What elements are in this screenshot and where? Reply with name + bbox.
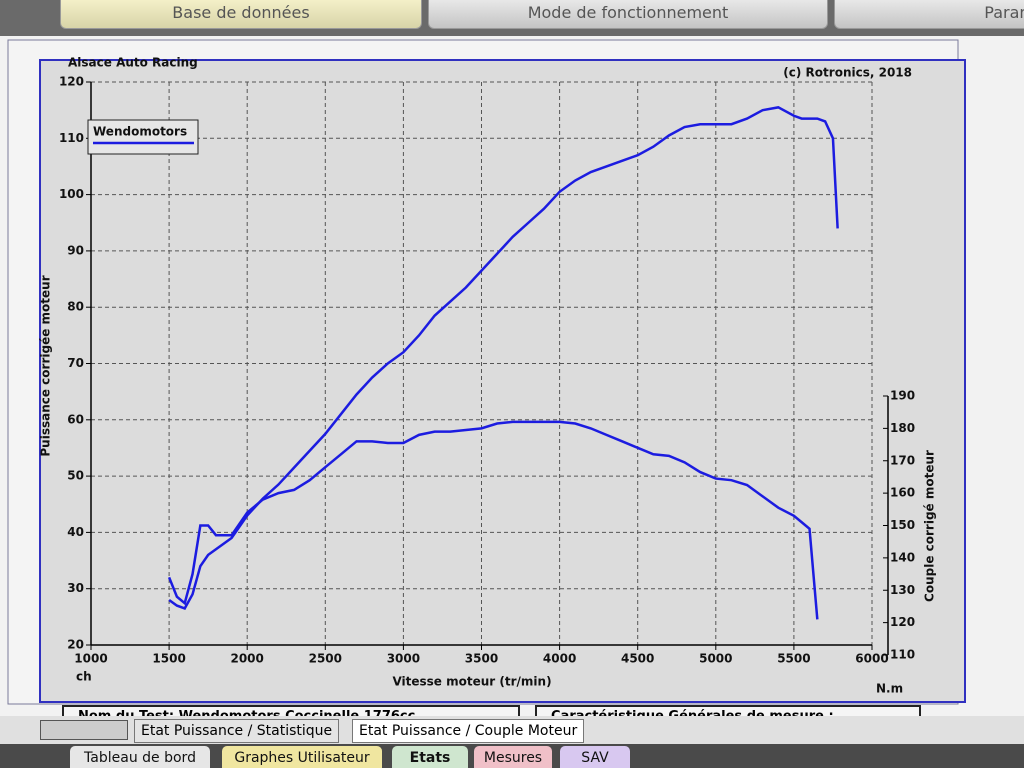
y2-tick-label: 130 [890, 583, 915, 597]
series-line [168, 106, 839, 610]
bottom-bar: Tableau de bord Graphes Utilisateur Etat… [0, 744, 1024, 768]
x-tick-label: 3000 [387, 652, 420, 666]
y-tick-label: 100 [59, 187, 84, 201]
copyright: (c) Rotronics, 2018 [783, 66, 912, 80]
y-tick-label: 80 [67, 300, 84, 314]
bottom-tab[interactable]: Tableau de bord [70, 746, 210, 768]
x-tick-label: 6000 [855, 652, 888, 666]
y2-tick-label: 180 [890, 421, 915, 435]
y-tick-label: 70 [67, 356, 84, 370]
nav-buttons[interactable] [40, 720, 128, 740]
x-tick-label: 4500 [621, 652, 654, 666]
y2-tick-label: 170 [890, 453, 915, 467]
sheet-tab[interactable]: Etat Puissance / Couple Moteur [352, 719, 585, 743]
bottom-tab[interactable]: SAV [560, 746, 630, 768]
y-tick-label: 90 [67, 243, 84, 257]
y-tick-label: 50 [67, 469, 84, 483]
top-tab[interactable]: Base de données [60, 0, 422, 29]
chart: Alsace Auto Racing (c) Rotronics, 2018 V… [7, 39, 966, 705]
y2-tick-label: 150 [890, 518, 915, 532]
x-tick-label: 5500 [777, 652, 810, 666]
legend-label: Wendomotors [93, 125, 187, 139]
y-axis-label: Puissance corrigée moteur [39, 275, 53, 456]
legend-box [87, 119, 199, 155]
top-tab[interactable]: Mode de fonctionnement [428, 0, 828, 29]
bottom-tab[interactable]: Mesures [474, 746, 552, 768]
bottom-tab[interactable]: Etats [392, 746, 468, 768]
x-tick-label: 2500 [309, 652, 342, 666]
x-tick-label: 5000 [699, 652, 732, 666]
window: Alsace Auto Racing (c) Rotronics, 2018 V… [0, 36, 1024, 726]
sheet-tab[interactable]: Etat Puissance / Statistique [134, 719, 340, 743]
chart-panel [39, 59, 966, 703]
chart-title: Alsace Auto Racing [68, 56, 198, 70]
y2-unit: N.m [876, 682, 903, 696]
x-tick-label: 1500 [152, 652, 185, 666]
sheet-bar: Etat Puissance / Statistique Etat Puissa… [0, 716, 1024, 744]
top-tab[interactable]: Param [834, 0, 1024, 29]
y2-axis-label: Couple corrigé moteur [923, 450, 937, 602]
bottom-tab[interactable]: Graphes Utilisateur [222, 746, 382, 768]
y2-tick-label: 160 [890, 486, 915, 500]
x-tick-label: 1000 [74, 652, 107, 666]
x-tick-label: 4000 [543, 652, 576, 666]
y-tick-label: 120 [59, 75, 84, 89]
y2-tick-label: 120 [890, 615, 915, 629]
x-axis-label: Vitesse moteur (tr/min) [392, 675, 551, 689]
y-tick-label: 110 [59, 131, 84, 145]
y-tick-label: 20 [67, 638, 84, 652]
y2-tick-label: 190 [890, 389, 915, 403]
x-tick-label: 2000 [230, 652, 263, 666]
series-line [167, 420, 819, 620]
y-unit: ch [76, 670, 92, 684]
y-tick-label: 30 [67, 581, 84, 595]
x-tick-label: 3500 [465, 652, 498, 666]
y-tick-label: 60 [67, 412, 84, 426]
y2-tick-label: 110 [890, 648, 915, 662]
y-tick-label: 40 [67, 525, 84, 539]
y2-tick-label: 140 [890, 550, 915, 564]
